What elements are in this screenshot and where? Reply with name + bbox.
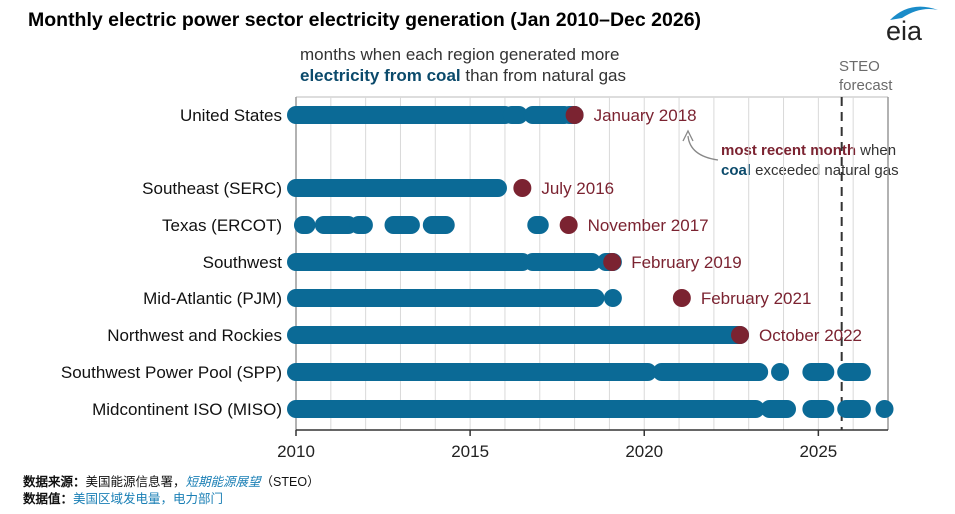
annotation-arrow [687,135,719,161]
chart-subtitle: months when each region generated more e… [300,44,626,86]
most-recent-month-label: October 2022 [759,326,862,345]
source-label: 数据来源： [23,475,86,489]
most-recent-month-label: February 2021 [701,289,812,308]
chart-title: Monthly electric power sector electricit… [28,9,702,31]
annotation-bold: most recent month [721,142,857,159]
source-suffix: （STEO） [260,475,320,489]
steo-label-line-2: forecast [839,77,893,94]
most-recent-month-dot [672,289,691,307]
x-tick-label: 2010 [277,442,315,461]
most-recent-month-dot [559,216,578,234]
region-label: Southwest [203,253,283,272]
x-tick-label: 2020 [625,442,663,461]
value-label: 数据值： [23,492,74,506]
region-label: Southeast (SERC) [142,179,282,198]
annotation-line-2: coal exceeded natural gas [721,161,899,181]
source-note: 数据来源：美国能源信息署，短期能源展望（STEO） 数据值：美国区域发电量，电力… [23,474,320,508]
region-label: Mid-Atlantic (PJM) [143,289,282,308]
region-label: Southwest Power Pool (SPP) [61,363,282,382]
most-recent-month-label: July 2016 [541,179,614,198]
most-recent-month-dot [731,326,749,344]
region-label: Northwest and Rockies [107,326,282,345]
most-recent-month-label: February 2019 [631,253,742,272]
subtitle-line-2: electricity from coal than from natural … [300,65,626,86]
logo-arc-icon [890,6,938,20]
most-recent-month-label: January 2018 [594,106,697,125]
source-link[interactable]: 短期能源展望 [185,475,261,489]
recent-month-annotation: most recent month when coal exceeded nat… [721,141,899,181]
subtitle-line-1: months when each region generated more [300,45,620,64]
annotation-rest-2: exceeded natural gas [751,162,899,179]
region-label: Midcontinent ISO (MISO) [92,400,282,419]
most-recent-month-dot [565,106,584,124]
annotation-arrowhead-icon [682,129,694,142]
logo-text: eia [886,16,923,44]
most-recent-month-label: November 2017 [588,216,709,235]
eia-logo: eia [886,6,938,44]
subtitle-rest: than from natural gas [460,66,626,85]
annotation-coal: coal [721,162,752,179]
most-recent-month-dot [603,253,622,271]
annotation-line-1: most recent month when [721,141,899,161]
x-tick-label: 2015 [451,442,489,461]
steo-forecast-label: STEO forecast [839,57,892,95]
steo-label-line-1: STEO [839,58,880,75]
annotation-rest-1: when [856,142,897,159]
source-text: 美国能源信息署， [85,475,186,489]
value-text: 美国区域发电量，电力部门 [73,492,224,506]
region-label: Texas (ERCOT) [162,216,282,235]
x-tick-label: 2025 [799,442,837,461]
subtitle-coal-highlight: electricity from coal [300,66,461,85]
value-line: 数据值：美国区域发电量，电力部门 [23,491,320,508]
region-label: United States [180,106,282,125]
source-line: 数据来源：美国能源信息署，短期能源展望（STEO） [23,474,320,491]
most-recent-month-dot [513,179,532,197]
